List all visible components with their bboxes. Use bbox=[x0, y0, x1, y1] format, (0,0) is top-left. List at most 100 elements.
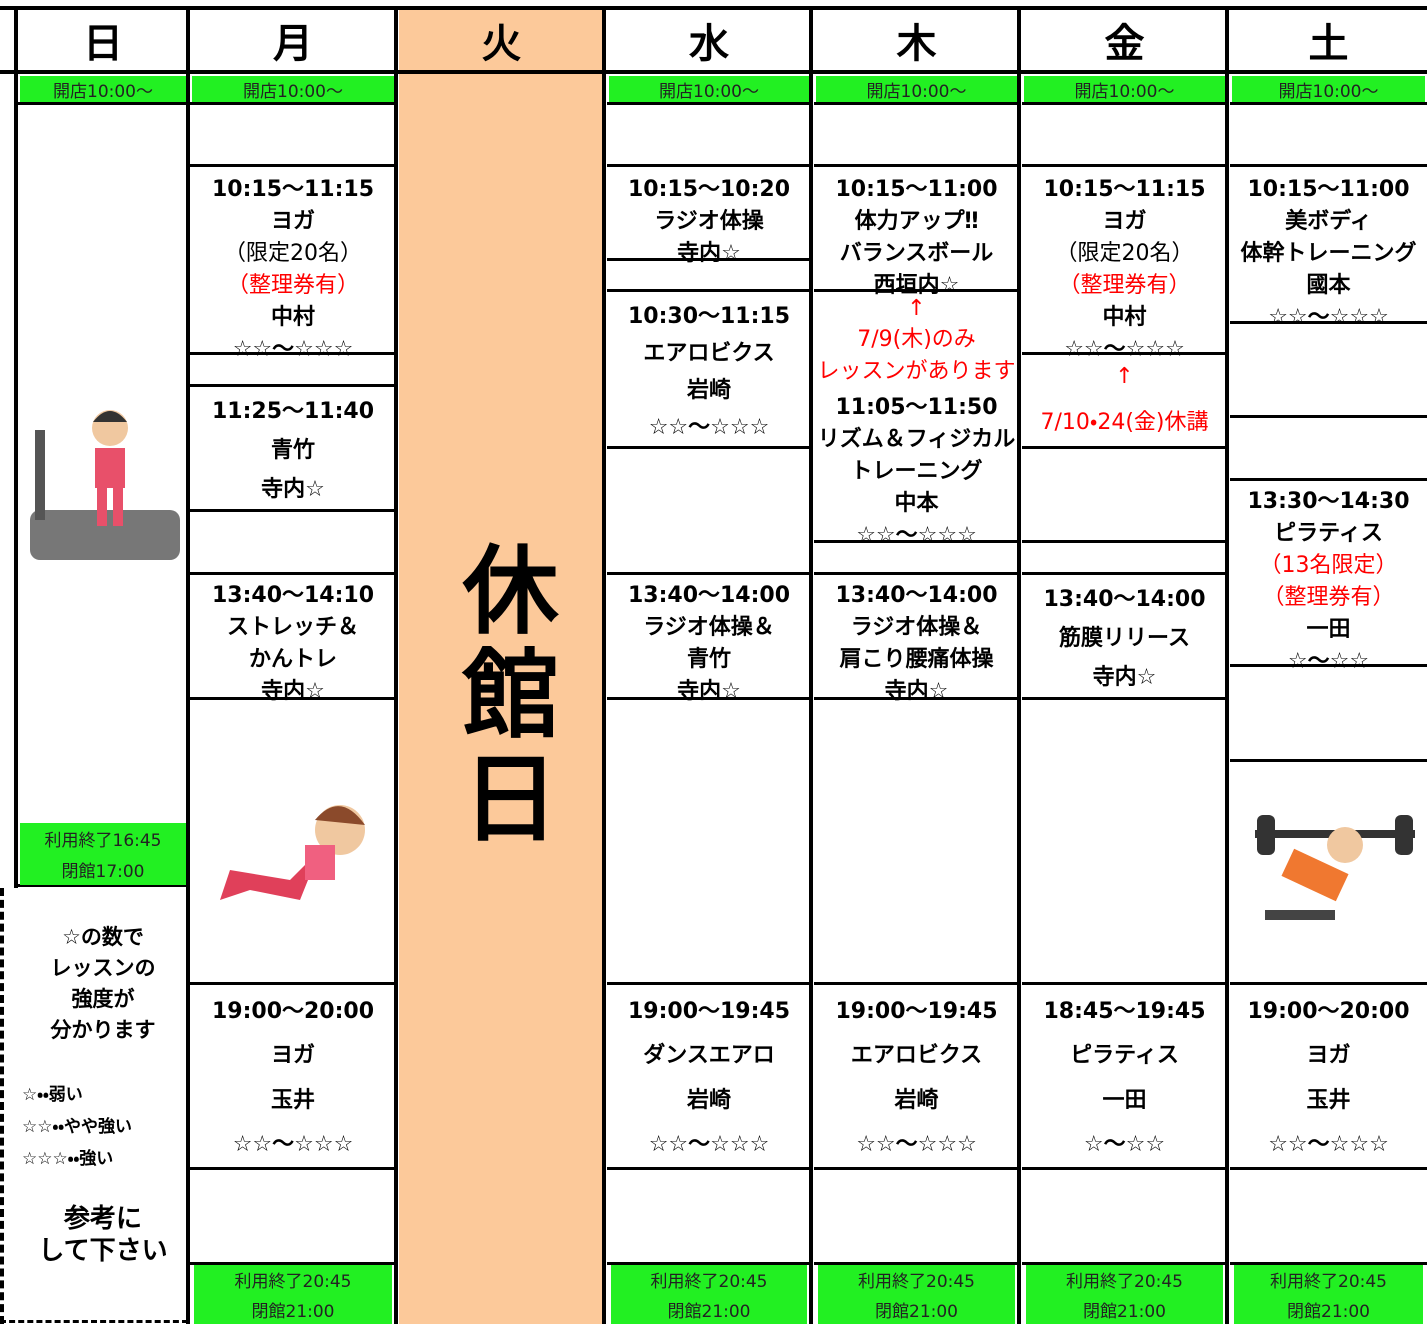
lesson-line: バランスボール bbox=[839, 241, 994, 266]
lesson-line: ☆☆〜☆☆☆ bbox=[1268, 305, 1389, 330]
lesson: 19:00〜20:00 ヨガ 玉井 ☆☆〜☆☆☆ bbox=[1230, 983, 1427, 1168]
row-line bbox=[190, 352, 396, 355]
col-line bbox=[394, 6, 398, 1324]
lesson-line: ↑ bbox=[907, 296, 926, 321]
lesson-line: 体幹トレーニング bbox=[1240, 241, 1417, 266]
row-line bbox=[607, 1262, 811, 1265]
lesson-line: 岩崎 bbox=[686, 377, 731, 403]
open-time: 開店10:00〜 bbox=[1232, 76, 1425, 102]
close-text: 利用終了20:45 bbox=[650, 1272, 768, 1293]
row-line bbox=[1230, 321, 1427, 324]
lesson-line: 18:45〜19:45 bbox=[1043, 999, 1206, 1025]
lesson-line: 11:05〜11:50 bbox=[835, 395, 998, 420]
lesson: 10:15〜11:00 体力アップ‼ バランスボール 西垣内☆ bbox=[814, 167, 1019, 298]
lesson-line: ヨガ bbox=[270, 209, 315, 234]
close-text: 利用終了16:45 bbox=[44, 831, 162, 851]
close-text: 閉館21:00 bbox=[1083, 1301, 1166, 1322]
lesson-line: 中村 bbox=[270, 305, 315, 330]
close-text: 利用終了20:45 bbox=[234, 1272, 352, 1293]
open-time: 開店10:00〜 bbox=[20, 76, 186, 102]
row-line bbox=[1230, 664, 1427, 667]
lesson: 10:30〜11:15 エアロビクス 岩崎 ☆☆〜☆☆☆ bbox=[607, 292, 811, 447]
close-text: 閉館17:00 bbox=[61, 862, 145, 882]
row-line bbox=[1230, 759, 1427, 762]
lesson-line: （整理券有） bbox=[226, 273, 359, 298]
lesson-line: 10:30〜11:15 bbox=[627, 304, 791, 330]
lesson: 10:15〜11:00 美ボディ 体幹トレーニング 國本 ☆☆〜☆☆☆ bbox=[1230, 167, 1427, 330]
lesson-line: 西垣内☆ bbox=[873, 273, 960, 298]
lesson: 13:30〜14:30 ピラティス （13名限定） （整理券有） 一田 ☆〜☆☆ bbox=[1230, 479, 1427, 674]
lesson: ↑ 7/9(木)のみ レッスンがあります bbox=[814, 292, 1019, 385]
day-header: 月 bbox=[273, 21, 313, 67]
legend-text: ☆の数で bbox=[62, 925, 144, 949]
lesson-line: ☆☆〜☆☆☆ bbox=[856, 1131, 977, 1157]
lesson-line: 7/10・24(金)休講 bbox=[1040, 409, 1209, 435]
row-line bbox=[190, 509, 396, 512]
row-line bbox=[1230, 478, 1427, 481]
lesson-line: ☆☆〜☆☆☆ bbox=[232, 337, 354, 362]
lesson: 13:40〜14:00 ラジオ体操＆ 肩こり腰痛体操 寺内☆ bbox=[814, 573, 1019, 704]
row-line bbox=[814, 982, 1019, 985]
row-line bbox=[607, 982, 811, 985]
row-line bbox=[190, 384, 396, 387]
row-line bbox=[190, 102, 396, 105]
row-line bbox=[1022, 540, 1227, 543]
row-line bbox=[814, 289, 1019, 292]
row-line bbox=[607, 446, 811, 449]
legend-border bbox=[0, 1320, 188, 1324]
lesson-line: ↑ bbox=[1115, 364, 1134, 390]
lesson-line: 19:00〜19:45 bbox=[627, 999, 791, 1025]
lesson-line: ☆☆〜☆☆☆ bbox=[1064, 337, 1185, 362]
row-line bbox=[1230, 1167, 1427, 1170]
row-line bbox=[814, 164, 1019, 167]
row-line bbox=[1022, 697, 1227, 700]
row-line bbox=[607, 102, 811, 105]
top-line bbox=[0, 6, 1427, 10]
row-line bbox=[190, 1167, 396, 1170]
lesson: 18:45〜19:45 ピラティス 一田 ☆〜☆☆ bbox=[1022, 983, 1227, 1168]
lesson-line: ダンスエアロ bbox=[643, 1043, 775, 1069]
lesson-line: 13:40〜14:10 bbox=[211, 583, 375, 608]
lesson-line: 13:40〜14:00 bbox=[627, 583, 791, 608]
lesson-line: （整理券有） bbox=[1058, 273, 1191, 298]
legend-text: 参考に bbox=[63, 1204, 142, 1234]
lesson-line: 一田 bbox=[1306, 617, 1351, 642]
lesson-line: 13:30〜14:30 bbox=[1247, 489, 1410, 514]
row-line bbox=[607, 289, 811, 292]
row-line bbox=[1230, 982, 1427, 985]
lesson-line: 19:00〜19:45 bbox=[835, 999, 998, 1025]
lesson-line: ピラティス bbox=[1070, 1043, 1179, 1069]
lesson: 10:15〜11:15 ヨガ （限定20名） （整理券有） 中村 ☆☆〜☆☆☆ bbox=[190, 167, 396, 362]
lesson: 19:00〜20:00 ヨガ 玉井 ☆☆〜☆☆☆ bbox=[190, 983, 396, 1168]
row-line bbox=[814, 1262, 1019, 1265]
close-text: 閉館21:00 bbox=[1287, 1301, 1370, 1322]
close-text: 閉館21:00 bbox=[251, 1301, 335, 1322]
row-line bbox=[1022, 572, 1227, 575]
row-line bbox=[1230, 415, 1427, 418]
lesson-line: 寺内☆ bbox=[261, 679, 325, 704]
close-time: 利用終了20:45 閉館21:00 bbox=[1234, 1265, 1423, 1324]
closed-column bbox=[399, 10, 604, 1324]
open-time: 開店10:00〜 bbox=[1024, 76, 1225, 102]
day-header: 土 bbox=[1308, 21, 1349, 67]
lesson: 11:25〜11:40 青竹 寺内☆ bbox=[190, 385, 396, 510]
closed-day: 休館日 bbox=[446, 540, 558, 852]
row-line bbox=[1022, 1167, 1227, 1170]
lesson-line: ヨガ bbox=[270, 1043, 315, 1069]
open-time: 開店10:00〜 bbox=[609, 76, 809, 102]
legend-text: して下さい bbox=[38, 1236, 168, 1266]
row-line bbox=[814, 1167, 1019, 1170]
lesson-line: （13名限定） bbox=[1259, 553, 1398, 578]
row-line bbox=[1022, 164, 1227, 167]
close-time: 利用終了20:45 閉館21:00 bbox=[611, 1265, 807, 1324]
illustration-situp bbox=[220, 805, 365, 900]
lesson-line: 10:15〜11:00 bbox=[835, 177, 998, 202]
lesson-line: トレーニング bbox=[850, 459, 983, 484]
col-line bbox=[14, 6, 18, 888]
lesson-line: 國本 bbox=[1306, 273, 1351, 298]
lesson: 13:40〜14:10 ストレッチ＆ かんトレ 寺内☆ bbox=[190, 573, 396, 704]
row-line bbox=[814, 102, 1019, 105]
lesson: 13:40〜14:00 ラジオ体操＆ 青竹 寺内☆ bbox=[607, 573, 811, 704]
lesson-line: 体力アップ‼ bbox=[854, 209, 979, 234]
col-line bbox=[602, 6, 606, 1324]
